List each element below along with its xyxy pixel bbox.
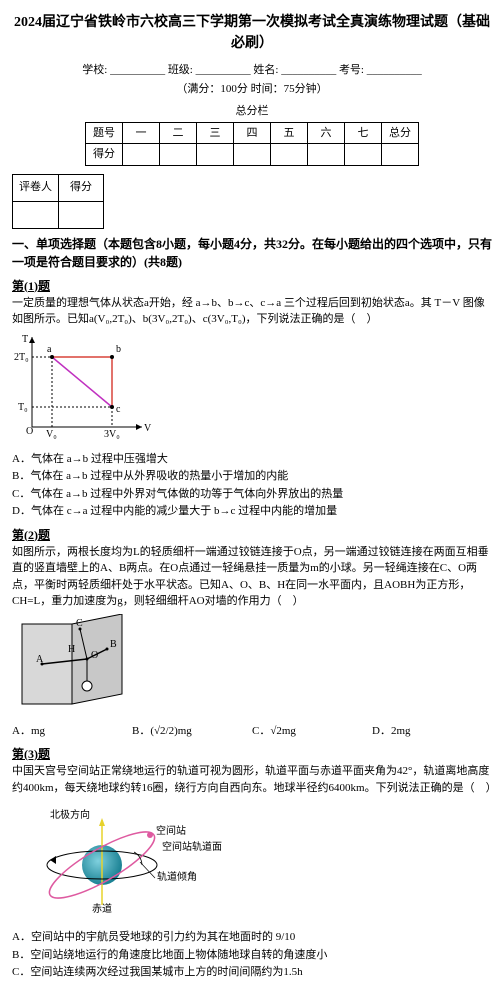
cell: 题号 (86, 122, 123, 144)
cell: 四 (234, 122, 271, 144)
cell: 六 (308, 122, 345, 144)
school-label: 学校: (82, 64, 107, 76)
label-north: 北极方向 (50, 808, 90, 821)
cell: 一 (123, 122, 160, 144)
q2-text: 如图所示，两根长度均为L的轻质细杆一端通过铰链连接于O点，另一端通过铰链连接在两… (12, 544, 492, 610)
q2-label: 第(2)题 (12, 526, 492, 544)
class-label: 班级: (168, 64, 193, 76)
q2-opt-d: D．2mg (372, 723, 492, 740)
q3-opt-c: C．空间站连续两次经过我国某城市上方的时间间隔约为1.5h (12, 964, 492, 981)
exam-title: 2024届辽宁省铁岭市六校高三下学期第一次模拟考试全真演练物理试题（基础必刷） (12, 12, 492, 54)
q1-figure: V T O a b c 2T₀ T₀ V₀ 3V₀ (12, 332, 492, 447)
score-caption: 总分栏 (12, 103, 492, 120)
q2-opt-c: C．√2mg (252, 723, 372, 740)
pt-c: c (116, 404, 121, 415)
q2-opt-a: A．mg (12, 723, 132, 740)
score-table: 题号 一 二 三 四 五 六 七 总分 得分 (85, 122, 419, 166)
q3-text: 中国天宫号空间站正常绕地运行的轨道可视为圆形，轨道平面与赤道平面夹角为42°，轨… (12, 763, 492, 796)
origin-label: O (26, 426, 33, 437)
section-1-head: 一、单项选择题（本题包含8小题，每小题4分，共32分。在每小题给出的四个选项中，… (12, 235, 492, 271)
cell (271, 144, 308, 166)
tick-v0: V₀ (46, 429, 57, 440)
cell (160, 144, 197, 166)
q3-options: A．空间站中的宇航员受地球的引力约为其在地面时的 9/10 B．空间站绕地运行的… (12, 929, 492, 981)
q1-opt-a: A．气体在 a→b 过程中压强增大 (12, 451, 492, 468)
tick-t0: T₀ (18, 402, 28, 413)
tick-3v0: 3V₀ (104, 429, 120, 440)
label-o: O (91, 650, 98, 661)
cell: 得分 (86, 144, 123, 166)
label-eq: 赤道 (92, 902, 112, 915)
label-c: C (76, 618, 83, 629)
label-b: B (110, 639, 117, 650)
meta-line-2: （满分：100分 时间：75分钟） (12, 81, 492, 98)
cell (197, 144, 234, 166)
q1-opt-b: B．气体在 a→b 过程中从外界吸收的热量小于增加的内能 (12, 468, 492, 485)
grader-h1: 评卷人 (13, 174, 59, 201)
label-incl: 轨道倾角 (157, 870, 197, 883)
name-label: 姓名: (253, 64, 278, 76)
q1-text: 一定质量的理想气体从状态a开始，经 a→b、b→c、c→a 三个过程后回到初始状… (12, 295, 492, 328)
label-h: H (68, 644, 75, 655)
cell (308, 144, 345, 166)
grader-table: 评卷人 得分 (12, 174, 104, 229)
q1-opt-c: C．气体在 a→b 过程中外界对气体做的功等于气体向外界放出的热量 (12, 486, 492, 503)
pt-a: a (47, 344, 52, 355)
q3-opt-b: B．空间站绕地运行的角速度比地面上物体随地球自转的角速度小 (12, 947, 492, 964)
exam-label: 考号: (339, 64, 364, 76)
cell (382, 144, 419, 166)
axis-x-label: V (144, 423, 152, 434)
q2-figure: A B C O H (12, 614, 492, 719)
cell: 三 (197, 122, 234, 144)
label-station: 空间站 (156, 824, 186, 837)
q1-opt-d: D．气体在 c→a 过程中内能的减少量大于 b→c 过程中内能的增加量 (12, 503, 492, 520)
grader-h2: 得分 (59, 174, 104, 201)
cell (345, 144, 382, 166)
pt-b: b (116, 344, 121, 355)
q1-label: 第(1)题 (12, 277, 492, 295)
q2-options: A．mg B．(√2/2)mg C．√2mg D．2mg (12, 723, 492, 740)
cell: 五 (271, 122, 308, 144)
meta-line-1: 学校: __________ 班级: __________ 姓名: ______… (12, 62, 492, 79)
cell: 二 (160, 122, 197, 144)
q1-options: A．气体在 a→b 过程中压强增大 B．气体在 a→b 过程中从外界吸收的热量小… (12, 451, 492, 520)
cell (59, 201, 104, 228)
table-row: 题号 一 二 三 四 五 六 七 总分 (86, 122, 419, 144)
q3-label: 第(3)题 (12, 745, 492, 763)
table-row: 得分 (86, 144, 419, 166)
label-orbit: 空间站轨道面 (162, 840, 222, 853)
cell: 总分 (382, 122, 419, 144)
cell (123, 144, 160, 166)
cell: 七 (345, 122, 382, 144)
tick-2t0: 2T₀ (14, 352, 29, 363)
cell (13, 201, 59, 228)
q3-opt-a: A．空间站中的宇航员受地球的引力约为其在地面时的 9/10 (12, 929, 492, 946)
q2-opt-b: B．(√2/2)mg (132, 723, 252, 740)
axis-y-label: T (22, 334, 28, 345)
q3-figure: 北极方向 空间站 空间站轨道面 轨道倾角 赤道 (12, 800, 492, 925)
cell (234, 144, 271, 166)
